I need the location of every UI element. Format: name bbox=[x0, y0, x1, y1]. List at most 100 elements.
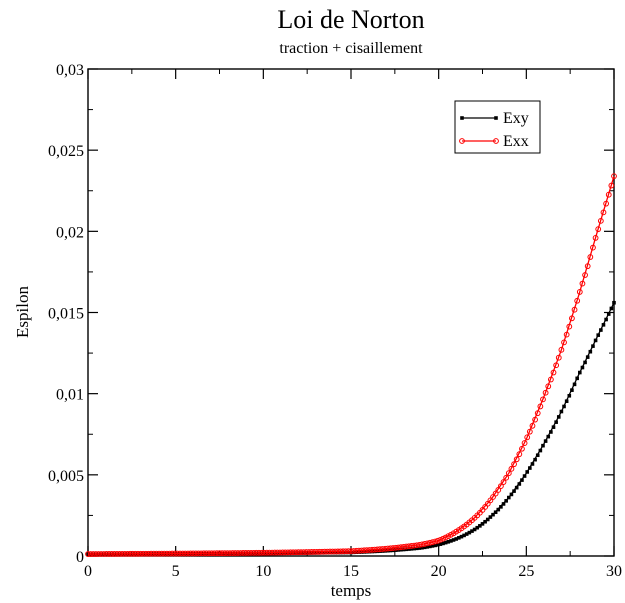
point-exy bbox=[538, 448, 543, 453]
point-exx bbox=[521, 440, 528, 446]
point-exx bbox=[526, 428, 533, 435]
point-exy bbox=[370, 549, 374, 554]
x-tick-label: 5 bbox=[172, 563, 180, 580]
point-exy bbox=[367, 549, 372, 554]
point-exx bbox=[427, 539, 433, 546]
point-exx bbox=[492, 490, 499, 497]
point-exy bbox=[446, 539, 451, 544]
point-exx bbox=[524, 434, 531, 441]
point-exy bbox=[528, 466, 532, 470]
point-exy bbox=[549, 430, 553, 434]
point-exx bbox=[576, 289, 583, 295]
point-exy bbox=[578, 370, 582, 375]
chart-subtitle: traction + cisaillement bbox=[279, 40, 423, 57]
point-exy bbox=[499, 505, 503, 509]
y-tick-label: 0,03 bbox=[56, 62, 84, 79]
point-exy bbox=[375, 549, 380, 554]
point-exx bbox=[382, 545, 389, 552]
point-exx bbox=[547, 376, 554, 383]
y-tick-label: 0,005 bbox=[48, 468, 84, 485]
point-exx bbox=[384, 545, 391, 552]
point-exx bbox=[495, 487, 502, 493]
legend-box bbox=[454, 100, 541, 154]
point-exx bbox=[503, 474, 510, 481]
point-exy bbox=[422, 545, 427, 550]
point-exx bbox=[579, 280, 586, 287]
point-exy bbox=[591, 344, 595, 348]
point-exx bbox=[553, 362, 560, 369]
point-exx bbox=[550, 369, 557, 376]
point-exy bbox=[514, 485, 519, 490]
point-exy bbox=[349, 550, 353, 555]
point-exx bbox=[534, 410, 541, 417]
point-exx bbox=[540, 396, 546, 403]
point-exx bbox=[595, 226, 602, 233]
point-exx bbox=[403, 543, 410, 550]
point-exy bbox=[575, 376, 579, 381]
legend-items: Exy Exx bbox=[459, 110, 529, 150]
legend-marker-exy bbox=[460, 116, 464, 120]
point-exy bbox=[354, 550, 359, 555]
point-exx bbox=[505, 470, 512, 477]
point-exy bbox=[457, 536, 461, 540]
point-exy bbox=[433, 543, 437, 548]
point-exy bbox=[551, 425, 556, 429]
point-exy bbox=[428, 544, 432, 549]
point-exx bbox=[603, 200, 610, 207]
point-exx bbox=[516, 451, 523, 458]
point-exx bbox=[600, 209, 607, 216]
point-exx bbox=[416, 541, 423, 548]
point-exy bbox=[430, 544, 435, 548]
point-exy bbox=[564, 399, 569, 404]
point-exx bbox=[400, 543, 407, 550]
point-exx bbox=[542, 389, 549, 396]
point-exy bbox=[441, 541, 445, 546]
point-exy bbox=[485, 517, 490, 522]
point-exx bbox=[513, 456, 520, 463]
point-exy bbox=[517, 482, 522, 486]
point-exy bbox=[606, 312, 611, 316]
x-tick-label: 0 bbox=[84, 563, 92, 580]
x-tick-label: 15 bbox=[343, 563, 359, 580]
point-exy bbox=[583, 360, 587, 365]
point-exy bbox=[443, 540, 448, 545]
y-tick-label: 0 bbox=[76, 549, 84, 566]
y-tick-label: 0,015 bbox=[48, 306, 84, 323]
point-exy bbox=[520, 478, 524, 482]
point-exx bbox=[563, 331, 570, 338]
series-layer bbox=[85, 173, 617, 557]
y-tick-label: 0,025 bbox=[48, 143, 84, 160]
point-exy bbox=[570, 388, 574, 392]
y-tick-label: 0,02 bbox=[56, 224, 84, 241]
point-exx bbox=[413, 542, 420, 549]
point-exy bbox=[599, 328, 603, 332]
point-exy bbox=[562, 404, 566, 409]
point-exx bbox=[584, 263, 591, 270]
point-exx bbox=[561, 339, 567, 346]
point-exy bbox=[504, 499, 508, 503]
point-exx bbox=[611, 173, 617, 180]
point-exx bbox=[537, 403, 544, 410]
legend-marker-exx bbox=[459, 138, 465, 144]
legend-marker-exx bbox=[493, 138, 499, 144]
point-exy bbox=[472, 527, 477, 532]
point-exy bbox=[488, 515, 493, 519]
point-exx bbox=[432, 538, 439, 545]
point-exy bbox=[509, 492, 514, 497]
point-exy bbox=[449, 539, 453, 543]
point-exx bbox=[608, 182, 615, 189]
point-exy bbox=[357, 550, 361, 554]
point-exx bbox=[590, 244, 596, 251]
series-line-exx bbox=[87, 175, 615, 555]
point-exx bbox=[411, 542, 418, 549]
point-exy bbox=[480, 522, 485, 526]
point-exy bbox=[601, 323, 606, 327]
point-exy bbox=[507, 495, 511, 500]
point-exx bbox=[574, 297, 581, 304]
point-exx bbox=[605, 191, 612, 198]
point-exx bbox=[405, 543, 412, 550]
point-exy bbox=[475, 525, 480, 530]
point-exy bbox=[454, 537, 458, 541]
point-exy bbox=[364, 549, 369, 554]
